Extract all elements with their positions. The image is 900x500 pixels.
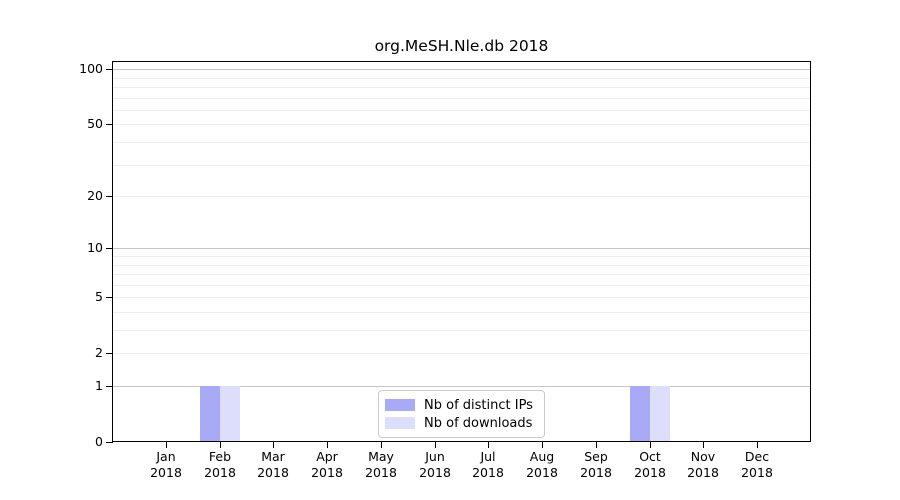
x-tick-label: May 2018	[365, 449, 397, 480]
y-gridline-minor	[113, 353, 810, 354]
legend-swatch-nb-of-downloads	[385, 417, 415, 429]
x-tick-label: Sep 2018	[580, 449, 612, 480]
y-tick	[106, 69, 113, 71]
y-gridline-minor	[113, 87, 810, 88]
x-tick-label: Jun 2018	[419, 449, 451, 480]
y-tick	[106, 248, 113, 250]
y-gridline-minor	[113, 165, 810, 166]
x-tick-label: Feb 2018	[204, 449, 236, 480]
y-tick	[106, 353, 113, 355]
x-tick	[327, 442, 329, 448]
y-tick-label: 10	[87, 240, 103, 255]
plot-border	[112, 61, 811, 442]
x-tick-label: Jan 2018	[150, 449, 182, 480]
y-gridline-major	[113, 386, 810, 387]
y-gridline-minor	[113, 265, 810, 266]
y-gridline-minor	[113, 297, 810, 298]
x-tick-label: Apr 2018	[311, 449, 343, 480]
x-tick	[757, 442, 759, 448]
legend-label: Nb of downloads	[424, 415, 533, 431]
y-tick-label: 5	[95, 289, 103, 304]
y-tick	[106, 442, 113, 444]
y-tick-label: 1	[95, 378, 103, 393]
legend-row-nb-of-distinct-ips: Nb of distinct IPs	[385, 396, 536, 414]
y-tick-label: 50	[87, 116, 103, 131]
y-tick-label: 0	[95, 434, 103, 449]
y-tick	[106, 297, 113, 299]
bar-nb-of-distinct-ips-oct	[630, 386, 650, 442]
y-gridline-minor	[113, 142, 810, 143]
y-gridline-minor	[113, 256, 810, 257]
x-tick	[596, 442, 598, 448]
y-tick	[106, 124, 113, 126]
x-tick-label: Dec 2018	[741, 449, 773, 480]
x-tick-label: Aug 2018	[526, 449, 558, 480]
legend-label: Nb of distinct IPs	[424, 397, 533, 413]
x-tick-label: Mar 2018	[257, 449, 289, 480]
y-gridline-minor	[113, 312, 810, 313]
legend: Nb of distinct IPs Nb of downloads	[378, 390, 545, 438]
legend-row-nb-of-downloads: Nb of downloads	[385, 414, 536, 432]
y-tick-label: 100	[79, 61, 103, 76]
x-tick	[435, 442, 437, 448]
y-gridline-minor	[113, 98, 810, 99]
y-tick	[106, 196, 113, 198]
bar-nb-of-distinct-ips-feb	[200, 386, 220, 442]
x-tick	[703, 442, 705, 448]
x-tick	[381, 442, 383, 448]
bar-nb-of-downloads-feb	[220, 386, 240, 442]
x-tick-label: Nov 2018	[687, 449, 719, 480]
y-gridline-minor	[113, 78, 810, 79]
legend-swatch-nb-of-distinct-ips	[385, 399, 415, 411]
y-gridline-minor	[113, 124, 810, 125]
x-tick	[166, 442, 168, 448]
y-tick-label: 2	[95, 345, 103, 360]
y-gridline-minor	[113, 274, 810, 275]
y-gridline-minor	[113, 110, 810, 111]
x-tick	[273, 442, 275, 448]
y-gridline-minor	[113, 285, 810, 286]
y-tick-label: 20	[87, 188, 103, 203]
y-gridline-major	[113, 69, 810, 70]
x-tick	[488, 442, 490, 448]
x-tick	[542, 442, 544, 448]
x-tick-label: Jul 2018	[472, 449, 504, 480]
x-tick	[220, 442, 222, 448]
x-tick-label: Oct 2018	[634, 449, 666, 480]
y-gridline-major	[113, 248, 810, 249]
x-tick	[650, 442, 652, 448]
y-tick	[106, 386, 113, 388]
chart-title: org.MeSH.Nle.db 2018	[374, 37, 549, 55]
y-gridline-minor	[113, 330, 810, 331]
y-gridline-minor	[113, 196, 810, 197]
bar-nb-of-downloads-oct	[650, 386, 670, 442]
